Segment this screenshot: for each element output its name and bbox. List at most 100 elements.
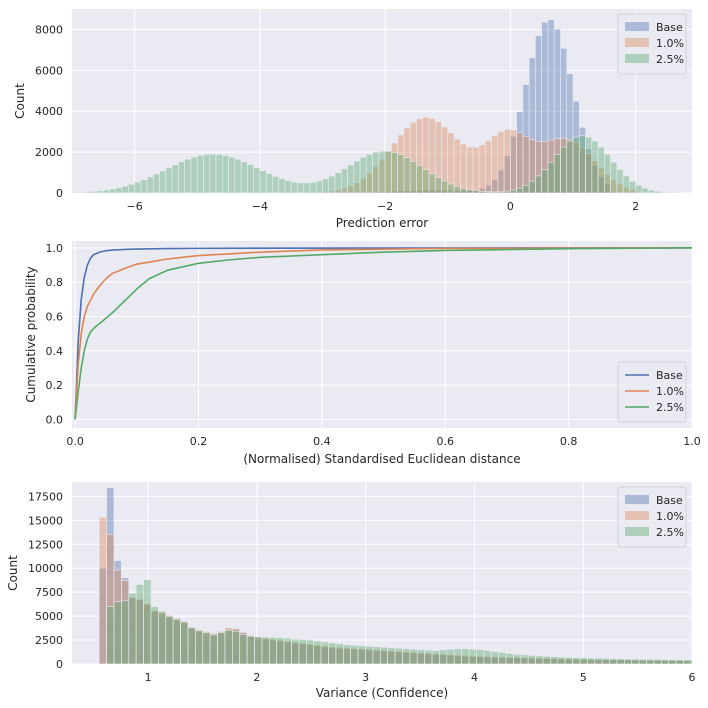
histogram-bar [579,657,588,664]
series-line-Base [74,247,692,420]
histogram-bar [439,649,448,664]
histogram-bar [510,129,517,193]
histogram-bar [459,143,467,193]
histogram-bar [466,189,474,193]
histogram-bar [466,146,474,193]
histogram-bar [283,637,292,664]
histogram-bar [134,181,142,193]
histogram-bar [528,180,536,193]
histogram-bar [143,579,152,664]
legend-label: 2.5% [656,526,684,539]
histogram-bar [478,191,486,193]
histogram-bar [366,154,373,193]
histogram-bar [232,631,241,664]
histogram-bar [560,146,568,193]
legend-swatch-Base [625,22,649,31]
legend-swatch-2.5% [625,54,649,63]
histogram-bar [172,618,181,664]
y-tick-label: 0 [56,658,63,671]
histogram-bar [261,636,270,664]
histogram-bar [240,161,248,193]
histogram-bar [638,659,647,664]
histogram-bar [631,658,640,664]
panel-2: 0.0 0.2 0.4 0.6 0.8 1.0 0.0 0.2 0.4 0.6 0.8 1.0 (Nor… [24,241,701,466]
histogram-bar [209,153,217,193]
x-tick-label: 5 [580,671,587,684]
histogram-bar [384,150,392,193]
histogram-bar [653,659,662,664]
x-tick-label: 6 [689,671,696,684]
histogram-bar [246,635,255,664]
histogram-bar [234,158,242,193]
histogram-bar [594,657,603,664]
histogram-bar [397,154,405,193]
histogram-bar [472,146,480,193]
panel-3: 1 2 3 4 5 6 0 2500 5000 7500 10000 12500 15000 17500 V… [6,482,696,700]
legend-label: Base [656,369,683,382]
histogram-bar [497,131,505,193]
histogram-bar [661,659,670,664]
x-tick-label: 0.0 [66,435,84,448]
histogram-bar [106,606,115,664]
legend-swatch-2.5% [625,527,649,536]
histogram-bar [297,182,305,193]
histogram-bar [572,657,581,664]
histogram-bar [578,135,586,193]
histogram-bar [491,135,499,193]
histogram-bar [447,183,455,193]
histogram-bar [305,639,314,664]
histogram-bar [77,191,85,193]
histogram-bar [165,615,174,664]
histogram-bar [483,650,492,664]
histogram-bar [372,151,380,193]
histogram-bar [491,191,499,193]
histogram-bar [203,154,211,193]
legend-label: 1.0% [656,510,684,523]
histogram-bar [424,649,433,664]
histogram-bar [184,159,192,193]
histogram-bar [309,182,317,193]
x-axis-label: Variance (Confidence) [316,686,449,700]
histogram-bar [541,169,549,193]
histogram-bar [278,178,286,193]
histogram-bar [222,155,229,193]
histogram-bar [624,658,633,664]
histogram-bar [431,650,440,664]
x-tick-label: −2 [377,200,393,213]
histogram-bar [335,643,344,664]
legend-box [617,13,687,75]
histogram-bar [313,640,322,664]
histogram-bar [340,168,348,193]
x-tick-label: 1 [145,671,152,684]
histogram-bar [353,160,361,193]
histogram-bar [503,129,511,193]
histogram-bar [391,152,398,193]
histogram-bar [609,658,618,664]
histogram-bar [315,180,323,193]
legend-box [617,486,687,548]
y-tick-label: 0.8 [46,276,64,289]
histogram-bar [387,647,396,664]
histogram-bar [239,634,248,664]
histogram-bar [505,653,514,664]
x-tick-label: 2 [632,200,639,213]
histogram-bar [409,648,418,664]
histogram-bar [347,164,355,193]
y-tick-label: 0.2 [46,379,64,392]
histogram-bar [328,642,337,664]
histogram-bar [228,156,236,193]
series-2.5% [72,135,680,193]
histogram-bar [171,164,179,193]
x-tick-label: 0.4 [313,435,331,448]
histogram-bar [409,161,417,193]
histogram-bar [647,189,655,193]
y-tick-label: 2000 [35,146,63,159]
x-tick-label: 1.0 [683,435,701,448]
histogram-bar [298,639,307,664]
legend: Base 1.0% 2.5% [617,361,687,423]
series-line-2.5% [74,247,692,420]
histogram-bar [328,175,336,193]
x-tick-label: 0 [507,200,514,213]
histogram-bar [591,140,599,193]
histogram-bar [453,138,461,193]
